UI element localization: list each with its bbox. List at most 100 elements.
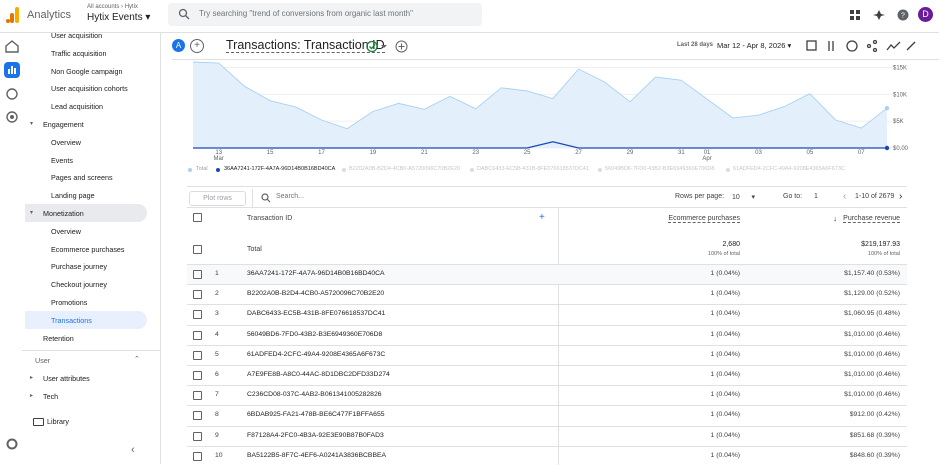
nav-item[interactable]: Overview — [51, 226, 81, 236]
legend-label[interactable]: Total — [196, 166, 208, 172]
nav-item[interactable]: Retention — [43, 333, 74, 343]
nav-divider — [22, 350, 160, 352]
transaction-id[interactable]: 36AA7241-172F-4A7A-96D14B0B16BD40CA — [247, 270, 385, 277]
checkbox[interactable] — [193, 310, 202, 320]
nav-item[interactable]: Landing page — [51, 191, 95, 201]
x-tick-label: 31 — [678, 150, 685, 156]
end-dot — [884, 145, 890, 151]
checkbox[interactable] — [193, 270, 202, 279]
nav-item[interactable]: User acquisition cohorts — [51, 84, 128, 94]
nav-caret: ▾ — [30, 121, 34, 127]
revenue-cell: $1,060.95 (0.48%) — [844, 310, 900, 318]
nav-item[interactable]: Tech — [43, 392, 59, 401]
column-header[interactable]: Purchase revenue — [843, 215, 900, 223]
sidebar: User acquisition Traffic acquisition Non G… — [22, 31, 161, 464]
product-name: Analytics — [27, 9, 72, 21]
segment-chip[interactable]: A — [172, 39, 185, 52]
nav-item[interactable]: Promotions — [51, 298, 88, 307]
transaction-id[interactable]: F87128A4-2FC0-4B3A-92E3E90B87B0FAD3 — [247, 431, 384, 439]
nav-item[interactable]: Traffic acquisition — [51, 48, 107, 58]
rows-per-page[interactable]: 10 ▾ — [732, 194, 755, 201]
revenue-cell: $851.68 (0.39%) — [849, 431, 900, 439]
revenue-cell: $848.60 (0.39%) — [849, 451, 900, 459]
total-value: 2,680 — [722, 241, 740, 248]
avatar[interactable]: D — [918, 7, 933, 22]
report-title: Transactions: Transaction ID — [226, 38, 385, 53]
chart: $0.00 $5K $10K $15K 13 15 17 19 21 23 25 27 29 31 01 03… — [192, 61, 909, 162]
nav-item[interactable]: Lead acquisition — [51, 102, 103, 112]
transaction-id[interactable]: BA5122B5-8F7C-4EF6-A0241A3836BCBBEA — [247, 451, 387, 459]
nav-item[interactable]: Pages and screens — [51, 173, 113, 183]
divider — [172, 59, 939, 60]
rows-per-page-label: Rows per page: — [675, 193, 725, 200]
checkbox[interactable] — [193, 350, 202, 360]
crumb-sep: › — [121, 4, 124, 10]
prev-page[interactable]: ‹ — [843, 191, 847, 202]
nav-item[interactable]: Checkout journey — [51, 280, 107, 290]
row-divider — [187, 425, 907, 427]
add-segment[interactable]: + — [190, 39, 204, 53]
checkbox[interactable] — [193, 213, 202, 222]
table-search[interactable]: Search... — [276, 193, 305, 200]
legend-label[interactable]: 36AA7241-172F-4A7A-96D14B0B16BD40CA — [224, 166, 336, 172]
transaction-id[interactable]: 6BDAB925-FA21-478B-BE6C477F1BFFA655 — [247, 411, 385, 419]
checkbox[interactable] — [193, 431, 202, 441]
checkbox[interactable] — [193, 245, 202, 254]
legend-label[interactable]: 61ADFED4-2CFC-49A4-9208E4365A6F673C — [733, 166, 845, 172]
nav-item[interactable]: User acquisition — [51, 31, 103, 40]
svg-text:?: ? — [901, 13, 905, 20]
end-dot — [884, 106, 890, 111]
nav-item[interactable]: User attributes — [43, 374, 90, 384]
transaction-id[interactable]: 61ADFED4-2CFC-49A4-9208E4365A6F673C — [247, 350, 386, 358]
checkbox[interactable] — [193, 391, 202, 401]
nav-item[interactable]: Transactions — [51, 315, 92, 325]
row-index: 6 — [215, 371, 219, 378]
legend-label[interactable]: B2202A0B-B2D4-4CB0-A5720096C70B2E20 — [349, 166, 460, 172]
transaction-id[interactable]: A7E9FE8B-A8C0-44AC-8D1DBC2DFD33D274 — [247, 371, 390, 378]
date-range[interactable]: Mar 12 - Apr 8, 2026 ▾ — [717, 41, 792, 50]
nav-item[interactable]: Engagement — [43, 120, 84, 129]
row-divider — [187, 264, 907, 265]
sort-arrow: ↓ — [833, 214, 837, 223]
goto-input[interactable]: 1 — [814, 193, 818, 200]
column-divider — [558, 208, 559, 465]
column-header[interactable]: Ecommerce purchases — [668, 215, 740, 223]
y-tick-label: $5K — [893, 119, 904, 125]
property-picker[interactable]: Hytix Events ▾ — [87, 12, 151, 23]
series-line — [192, 61, 888, 130]
legend-label[interactable]: 56049BD6-7FD0-43B2-B3E6949360E706D8 — [605, 166, 715, 172]
transaction-id[interactable]: B2202A0B-B2D4-4CB0-A5720096C70B2E20 — [247, 290, 385, 298]
row-index: 1 — [215, 270, 219, 277]
nav-item[interactable]: Purchase journey — [51, 262, 107, 272]
plot-rows-button[interactable]: Plot rows — [189, 191, 246, 206]
data-table: Transaction ID + Ecommerce purchases ↓ Purch… — [187, 207, 907, 465]
purchases-cell: 1 (0.04%) — [710, 270, 740, 277]
search-box[interactable] — [168, 3, 482, 26]
collapse-button[interactable]: ‹ — [131, 444, 135, 456]
crumb: Hytix — [124, 4, 139, 10]
checkbox[interactable] — [193, 411, 202, 421]
nav-item[interactable]: Monetization — [43, 209, 84, 218]
nav-item[interactable]: Ecommerce purchases — [51, 244, 125, 254]
add-dimension[interactable]: + — [539, 212, 545, 223]
date-range-text: Mar 12 - Apr 8, 2026 — [717, 41, 786, 50]
checkbox[interactable] — [193, 371, 202, 380]
nav-item[interactable]: Events — [51, 155, 73, 165]
title-icons — [366, 40, 408, 53]
column-header[interactable]: Transaction ID — [247, 215, 293, 222]
legend-label[interactable]: DABC6433-EC5B-431B-8FE076618537DC41 — [477, 166, 589, 172]
nav-item[interactable]: Non Google campaign — [51, 66, 123, 76]
nav-caret: ⌃ — [134, 356, 140, 364]
checkbox[interactable] — [193, 330, 202, 340]
next-page[interactable]: › — [899, 191, 903, 202]
checkbox[interactable] — [193, 451, 202, 461]
transaction-id[interactable]: C236CD08-037C-4AB2-B061341005282826 — [247, 391, 382, 399]
nav-item[interactable]: User — [35, 356, 51, 366]
nav-item[interactable]: Library — [47, 416, 69, 426]
checkbox[interactable] — [193, 290, 202, 300]
transaction-id[interactable]: 56049BD6-7FD0-43B2-B3E6949360E706D8 — [247, 330, 383, 338]
purchases-cell: 1 (0.04%) — [710, 350, 740, 358]
nav-item[interactable]: Overview — [51, 137, 81, 147]
transaction-id[interactable]: DABC6433-EC5B-431B-8FE076618537DC41 — [247, 310, 386, 318]
purchases-cell: 1 (0.04%) — [710, 310, 740, 318]
